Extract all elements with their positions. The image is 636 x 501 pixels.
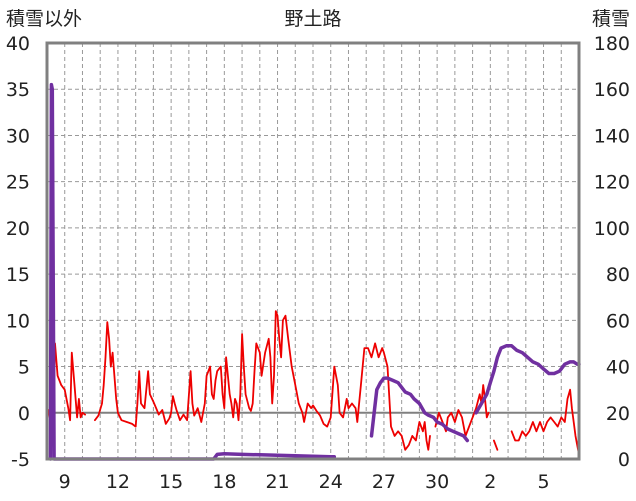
right-tick-label: 60 xyxy=(606,310,630,332)
x-tick-label: 30 xyxy=(425,471,449,493)
right-tick-label: 180 xyxy=(594,33,630,55)
right-tick-label: 120 xyxy=(594,172,630,194)
left-tick-label: 40 xyxy=(6,33,30,55)
left-tick-label: 15 xyxy=(6,264,30,286)
left-axis-label: 積雪以外 xyxy=(6,8,82,30)
x-tick-label: 21 xyxy=(265,471,289,493)
left-tick-label: 25 xyxy=(6,172,30,194)
temperature-line-2 xyxy=(434,384,490,437)
left-tick-label: -5 xyxy=(11,449,30,471)
snow-line-1 xyxy=(369,376,470,443)
left-tick-label: 20 xyxy=(6,218,30,240)
left-axis: -5 0 5 10 15 20 25 30 35 40 xyxy=(6,33,30,471)
right-axis: 0 20 40 60 80 100 120 140 160 180 xyxy=(594,33,630,471)
temperature-line-1 xyxy=(94,310,431,451)
right-tick-label: 80 xyxy=(606,264,630,286)
right-tick-label: 140 xyxy=(594,125,630,147)
right-tick-label: 160 xyxy=(594,79,630,101)
x-tick-label: 24 xyxy=(319,471,343,493)
x-tick-label: 15 xyxy=(159,471,183,493)
right-tick-label: 20 xyxy=(606,403,630,425)
left-tick-label: 30 xyxy=(6,125,30,147)
left-tick-label: 35 xyxy=(6,79,30,101)
x-tick-label: 9 xyxy=(59,471,71,493)
plot-frame xyxy=(45,41,581,461)
x-tick-label: 2 xyxy=(484,471,496,493)
left-tick-label: 0 xyxy=(18,403,30,425)
x-tick-label: 5 xyxy=(537,471,549,493)
gridlines xyxy=(47,43,579,459)
snow-line-2 xyxy=(474,344,581,415)
snow-line-0 xyxy=(48,82,337,461)
temperature-line-4 xyxy=(510,388,580,456)
right-tick-label: 40 xyxy=(606,357,630,379)
x-axis: 9 12 15 18 21 24 27 30 2 5 xyxy=(59,471,550,493)
temperature-line-3 xyxy=(492,439,499,451)
chart-title: 野土路 xyxy=(284,8,341,30)
x-tick-label: 18 xyxy=(212,471,236,493)
series-layer xyxy=(46,82,581,461)
x-tick-label: 27 xyxy=(372,471,396,493)
x-tick-label: 12 xyxy=(106,471,130,493)
right-tick-label: 0 xyxy=(618,449,630,471)
right-axis-label: 積雪 xyxy=(592,8,630,30)
right-tick-label: 100 xyxy=(594,218,630,240)
left-tick-label: 5 xyxy=(18,357,30,379)
left-tick-label: 10 xyxy=(6,310,30,332)
